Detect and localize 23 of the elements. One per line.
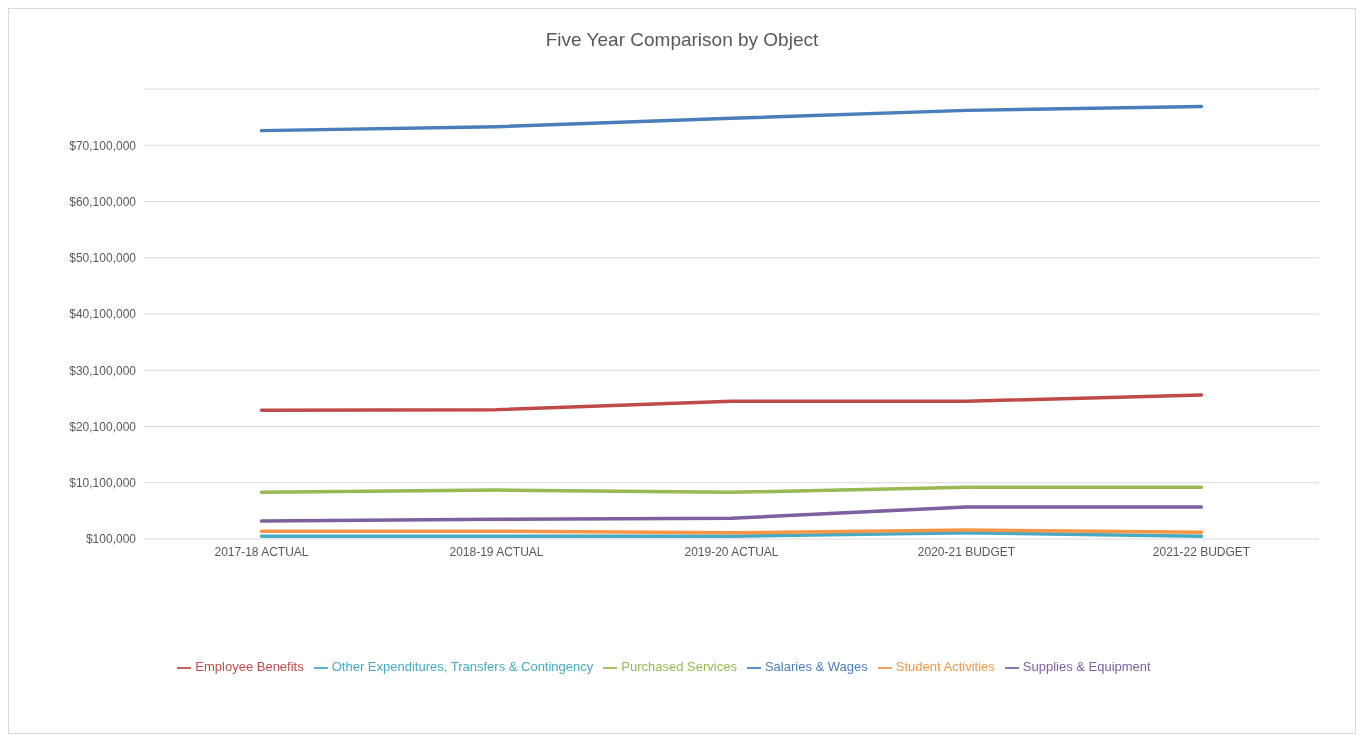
legend-label: Purchased Services (621, 659, 737, 674)
legend-label: Employee Benefits (195, 659, 304, 674)
chart-title: Five Year Comparison by Object (544, 28, 820, 52)
x-tick-label: 2021-22 BUDGET (1152, 544, 1251, 559)
legend-label: Salaries & Wages (764, 659, 868, 674)
y-tick-label: $20,100,000 (69, 419, 137, 434)
line-series (259, 393, 1204, 412)
x-tick-label: 2020-21 BUDGET (917, 544, 1016, 559)
x-tick-label: 2019-20 ACTUAL (684, 544, 779, 559)
legend-label: Other Expenditures, Transfers & Contingency (331, 659, 594, 674)
x-tick-label: 2017-18 ACTUAL (214, 544, 309, 559)
x-tick-label: 2018-19 ACTUAL (449, 544, 544, 559)
line-series (259, 104, 1204, 133)
line-series (259, 505, 1204, 523)
legend-label: Student Activities (895, 659, 995, 674)
y-tick-label: $10,100,000 (69, 476, 137, 491)
y-tick-label: $100,000 (85, 532, 137, 547)
y-tick-label: $70,100,000 (69, 138, 137, 153)
y-tick-label: $40,100,000 (69, 307, 137, 322)
legend-label: Supplies & Equipment (1022, 659, 1151, 674)
y-tick-label: $60,100,000 (69, 194, 137, 209)
y-tick-label: $50,100,000 (69, 251, 137, 266)
y-tick-label: $30,100,000 (69, 363, 137, 378)
